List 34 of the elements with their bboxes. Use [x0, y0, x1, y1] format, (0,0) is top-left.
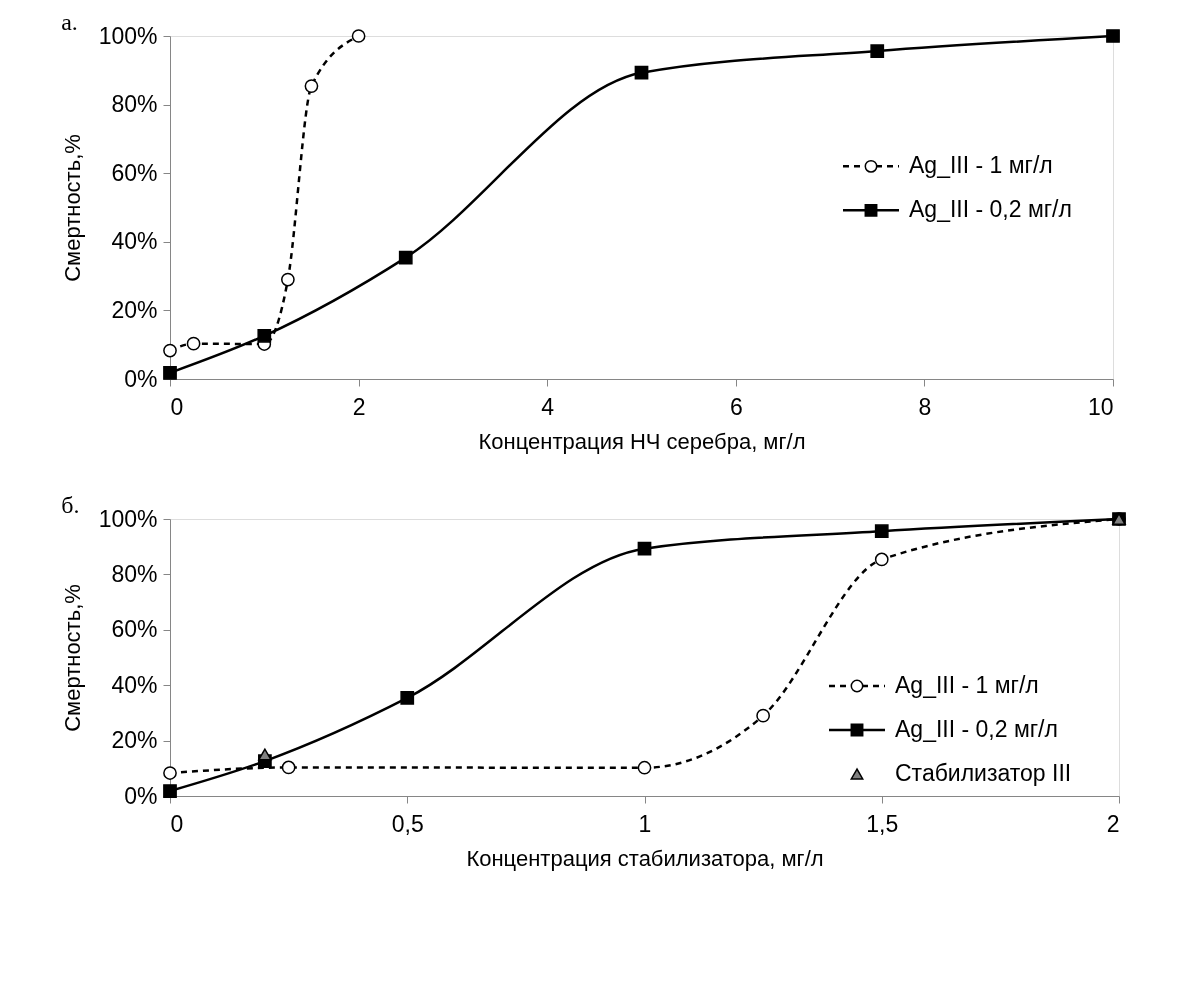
- legend-label: Ag_III - 0,2 мг/л: [895, 716, 1058, 742]
- x-tick-label: 1,5: [866, 810, 899, 837]
- y-tick-label: 60%: [111, 616, 158, 643]
- chart-title: а.: [61, 9, 78, 35]
- x-tick-label: 0: [170, 393, 184, 420]
- x-tick-label: 4: [541, 393, 555, 420]
- y-tick-label: 0%: [124, 365, 158, 392]
- y-tick-label: 20%: [111, 727, 158, 754]
- x-tick-label: 10: [1087, 393, 1114, 420]
- y-axis-title: Смертность,%: [59, 134, 85, 282]
- y-tick-label: 80%: [111, 91, 158, 118]
- chart-title: б.: [61, 492, 80, 518]
- y-tick-label: 60%: [111, 159, 158, 186]
- x-tick-label: 0: [170, 810, 184, 837]
- x-tick-label: 2: [352, 393, 366, 420]
- y-tick-label: 40%: [111, 671, 158, 698]
- x-tick-label: 8: [918, 393, 932, 420]
- y-axis-title: Смертность,%: [59, 584, 85, 732]
- x-axis-title: Концентрация НЧ серебра, мг/л: [478, 428, 806, 454]
- y-tick-label: 100%: [98, 505, 158, 532]
- y-tick-label: 0%: [124, 782, 158, 809]
- y-tick-label: 100%: [98, 22, 158, 49]
- y-tick-label: 40%: [111, 228, 158, 255]
- y-tick-label: 80%: [111, 560, 158, 587]
- legend-label: Ag_III - 0,2 мг/л: [909, 196, 1072, 223]
- y-tick-label: 20%: [111, 296, 158, 323]
- x-tick-label: 6: [729, 393, 743, 420]
- x-tick-label: 2: [1106, 810, 1120, 837]
- legend-label: Ag_III - 1 мг/л: [895, 672, 1039, 698]
- x-axis-title: Концентрация стабилизатора, мг/л: [466, 845, 824, 871]
- legend-label: Стабилизатор III: [895, 760, 1072, 786]
- x-tick-label: 1: [638, 810, 652, 837]
- legend-label: Ag_III - 1 мг/л: [909, 152, 1053, 179]
- x-tick-label: 0,5: [391, 810, 424, 837]
